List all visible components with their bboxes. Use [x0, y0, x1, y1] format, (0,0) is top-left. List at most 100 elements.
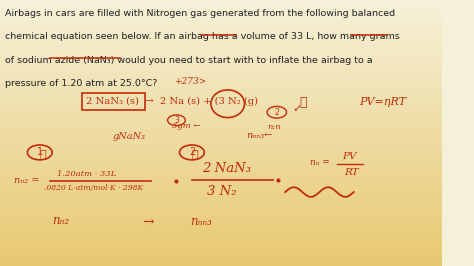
Bar	[0, 262, 442, 263]
Bar	[0, 85, 442, 86]
Bar	[0, 39, 442, 40]
Bar	[0, 205, 442, 206]
Bar	[0, 116, 442, 117]
Bar	[0, 221, 442, 222]
Text: PV: PV	[342, 152, 357, 161]
Bar	[0, 156, 442, 157]
Bar	[0, 219, 442, 221]
Bar	[0, 132, 442, 133]
Bar	[0, 181, 442, 182]
Bar	[0, 190, 442, 192]
Text: 2: 2	[189, 147, 195, 157]
Bar	[0, 19, 442, 20]
Text: gNaN₃: gNaN₃	[113, 132, 146, 141]
Bar	[0, 254, 442, 255]
Bar	[0, 41, 442, 43]
Bar	[0, 109, 442, 110]
Text: 2 NaN₃: 2 NaN₃	[202, 163, 251, 175]
Bar	[0, 122, 442, 124]
Text: nₙ₂: nₙ₂	[52, 214, 69, 227]
Text: nₙₙ₃←: nₙₙ₃←	[247, 131, 273, 140]
Bar	[0, 152, 442, 153]
Bar	[0, 229, 442, 230]
Bar	[0, 209, 442, 210]
Bar	[0, 235, 442, 237]
Bar	[0, 194, 442, 196]
Bar	[0, 215, 442, 217]
Bar	[0, 57, 442, 59]
Bar	[0, 66, 442, 68]
Bar	[0, 217, 442, 218]
Bar	[0, 96, 442, 97]
Bar	[0, 0, 442, 1]
Text: ②: ②	[192, 150, 199, 160]
Bar	[0, 178, 442, 180]
Bar	[0, 214, 442, 215]
Bar	[0, 246, 442, 247]
Bar	[0, 140, 442, 141]
Bar	[0, 168, 442, 169]
Bar	[0, 27, 442, 28]
Bar	[0, 102, 442, 104]
Bar	[0, 265, 442, 266]
Bar	[0, 108, 442, 109]
Bar	[0, 218, 442, 219]
Bar	[0, 78, 442, 80]
Bar	[0, 186, 442, 188]
Bar	[0, 231, 442, 233]
Bar	[0, 76, 442, 77]
Bar	[0, 86, 442, 88]
Bar	[0, 1, 442, 3]
Bar	[0, 138, 442, 140]
Text: chemical equation seen below. If an airbag has a volume of 33 L, how many grams: chemical equation seen below. If an airb…	[5, 32, 400, 41]
Bar	[0, 125, 442, 126]
Bar	[0, 59, 442, 60]
Bar	[0, 73, 442, 74]
Bar	[0, 169, 442, 170]
Bar	[0, 126, 442, 128]
Bar	[0, 162, 442, 164]
Bar	[0, 21, 442, 23]
Bar	[0, 51, 442, 52]
Bar	[0, 15, 442, 16]
Bar	[0, 237, 442, 238]
Bar	[0, 25, 442, 27]
Bar	[0, 144, 442, 145]
Bar	[0, 261, 442, 262]
Bar	[0, 72, 442, 73]
Bar	[0, 17, 442, 19]
Bar	[0, 207, 442, 209]
Bar	[0, 31, 442, 32]
Bar	[0, 176, 442, 177]
Bar	[0, 142, 442, 144]
Bar	[0, 128, 442, 129]
Text: 3 N₂: 3 N₂	[207, 185, 237, 198]
Bar	[0, 114, 442, 116]
Bar	[0, 136, 442, 137]
Bar	[0, 251, 442, 253]
Bar	[0, 192, 442, 193]
Bar	[0, 201, 442, 202]
Bar	[0, 213, 442, 214]
Text: pressure of 1.20 atm at 25.0°C?: pressure of 1.20 atm at 25.0°C?	[5, 79, 158, 88]
Bar	[0, 93, 442, 94]
Bar	[0, 150, 442, 152]
Bar	[0, 45, 442, 47]
Bar	[0, 36, 442, 37]
Bar	[0, 37, 442, 39]
Text: nₙ₂ =: nₙ₂ =	[14, 176, 39, 185]
Bar	[0, 164, 442, 165]
Bar	[0, 49, 442, 51]
Bar	[0, 146, 442, 148]
Bar	[0, 55, 442, 56]
Bar	[0, 117, 442, 118]
Bar	[0, 11, 442, 12]
Bar	[0, 35, 442, 36]
Text: 2: 2	[274, 108, 279, 117]
Text: 3gm ←: 3gm ←	[172, 122, 200, 130]
Text: +273>: +273>	[174, 77, 206, 86]
Bar	[0, 188, 442, 189]
Bar	[0, 153, 442, 154]
Bar	[0, 134, 442, 136]
Bar	[0, 124, 442, 125]
